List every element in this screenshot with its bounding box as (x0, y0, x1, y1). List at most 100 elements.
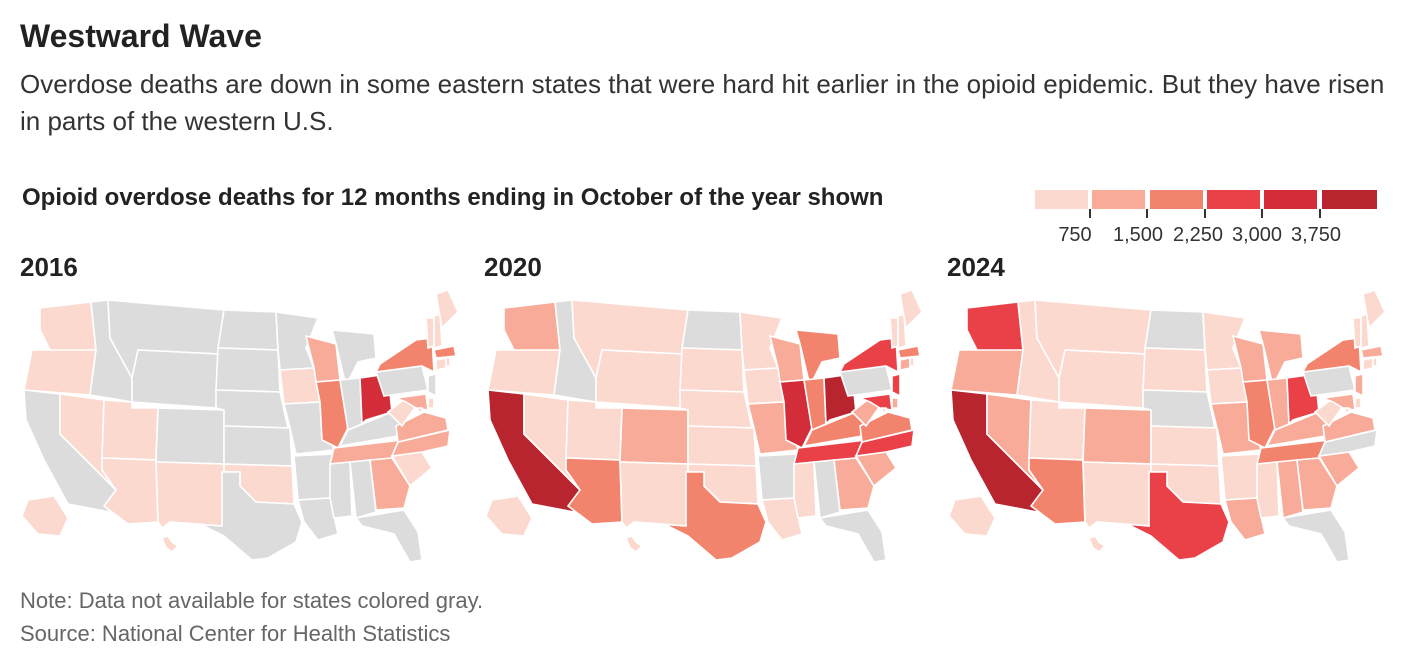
state-ms (793, 461, 817, 519)
legend-tick-label: 3,750 (1290, 224, 1342, 246)
state-nd (1144, 309, 1206, 351)
state-ny (374, 337, 435, 374)
legend-tick-label: 2,250 (1172, 224, 1224, 246)
legend-tick-label: 1,500 (1112, 224, 1164, 246)
state-de (891, 397, 899, 409)
color-legend: 750 1,500 2,250 3,000 3,750 (1035, 190, 1377, 252)
state-ga (833, 457, 875, 511)
state-wy (131, 349, 219, 409)
state-va (1322, 411, 1376, 443)
state-nm (155, 461, 225, 530)
state-ma (1360, 345, 1384, 359)
state-me (899, 290, 922, 330)
state-vt (1352, 317, 1362, 350)
state-nm (619, 461, 689, 530)
year-label-2016: 2016 (20, 252, 78, 282)
state-ne (1142, 389, 1217, 429)
state-la (296, 497, 339, 541)
state-ct (899, 357, 911, 371)
state-dc (1344, 407, 1350, 413)
state-or (950, 349, 1024, 396)
state-ga (369, 457, 411, 511)
state-ut (565, 399, 623, 461)
state-mi (330, 329, 377, 389)
legend-tick-label: 3,000 (1231, 224, 1283, 246)
state-ne (215, 389, 290, 429)
us-map-2024 (948, 290, 1385, 563)
legend-tick (1146, 209, 1148, 218)
state-tx (169, 471, 303, 561)
state-ma (897, 345, 921, 359)
state-mi (1257, 329, 1304, 389)
state-wy (595, 349, 683, 409)
state-ks (223, 425, 293, 467)
legend-tick (1319, 209, 1321, 218)
state-ri (1372, 357, 1378, 367)
state-al (349, 459, 377, 520)
state-nd (681, 309, 743, 351)
legend-swatch-5 (1264, 190, 1317, 209)
legend-swatch-2 (1092, 190, 1145, 209)
state-ny (1301, 337, 1362, 374)
state-ct (1362, 357, 1374, 371)
state-co (155, 407, 225, 465)
state-ak (948, 495, 996, 537)
state-ks (687, 425, 757, 467)
state-sd (679, 347, 745, 393)
state-or (487, 349, 561, 396)
state-dc (881, 407, 887, 413)
state-ak (485, 495, 533, 537)
legend-swatch-3 (1150, 190, 1203, 209)
state-wa (966, 301, 1024, 353)
state-ar (1220, 453, 1262, 501)
state-nj (891, 372, 901, 398)
state-ma (433, 345, 457, 359)
state-fl (818, 509, 887, 563)
state-or (23, 349, 97, 396)
state-dc (417, 407, 423, 413)
state-hi (160, 535, 180, 554)
state-va (859, 411, 913, 443)
state-ny (838, 337, 899, 374)
legend-swatch-1 (1035, 190, 1088, 209)
state-tx (1096, 471, 1230, 561)
state-hi (1087, 535, 1107, 554)
state-me (435, 290, 458, 330)
state-sd (1142, 347, 1208, 393)
data-source: Source: National Center for Health Stati… (20, 621, 451, 646)
state-ms (329, 461, 353, 519)
year-label-2020: 2020 (484, 252, 542, 282)
state-nh (1360, 312, 1370, 350)
year-label-2024: 2024 (947, 252, 1005, 282)
state-al (1276, 459, 1304, 520)
state-tx (633, 471, 767, 561)
state-ne (679, 389, 754, 429)
chart-title: Opioid overdose deaths for 12 months end… (22, 184, 884, 211)
legend-tick-label: 750 (1058, 224, 1092, 246)
state-mi (794, 329, 841, 389)
state-wa (503, 301, 561, 353)
state-la (1223, 497, 1266, 541)
legend-tick (1204, 209, 1206, 218)
state-sd (215, 347, 281, 393)
state-nm (1082, 461, 1152, 530)
state-ut (101, 399, 159, 461)
state-nh (897, 312, 907, 350)
state-ut (1028, 399, 1086, 461)
state-ar (293, 453, 335, 501)
state-ks (1150, 425, 1220, 467)
state-ri (445, 357, 451, 367)
state-va (395, 411, 449, 443)
legend-swatch-6 (1322, 190, 1377, 209)
legend-tick (1089, 209, 1091, 218)
state-co (1082, 407, 1152, 465)
state-fl (354, 509, 423, 563)
state-vt (889, 317, 899, 350)
state-nj (427, 372, 437, 398)
us-map-2020 (485, 290, 922, 563)
state-de (427, 397, 435, 409)
state-de (1354, 397, 1362, 409)
state-hi (624, 535, 644, 554)
state-wa (39, 301, 97, 353)
state-fl (1281, 509, 1350, 563)
